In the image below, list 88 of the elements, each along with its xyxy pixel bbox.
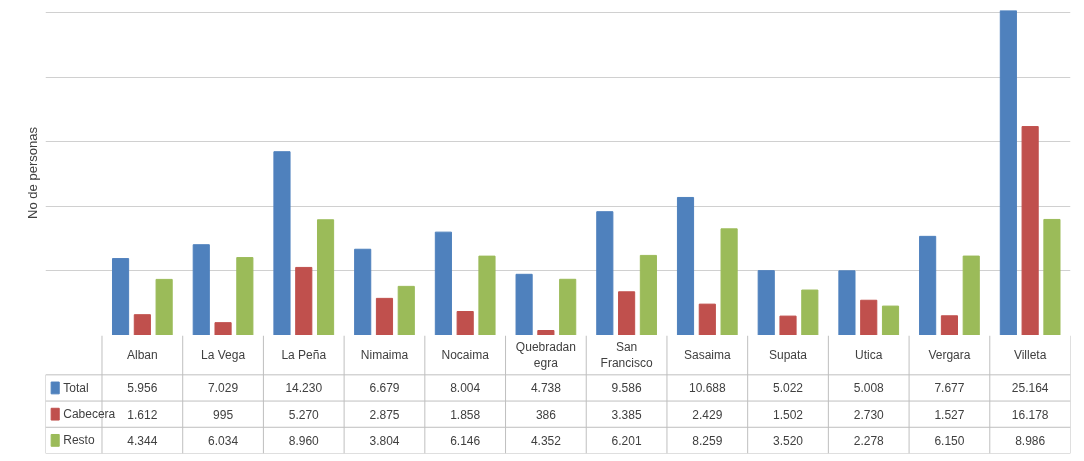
legend-label: Resto [63,433,95,448]
bar [962,255,980,335]
data-label: 9.586 [611,381,642,396]
bar [111,258,130,335]
bar [801,289,819,335]
bar [838,270,856,335]
data-label: 1.527 [934,407,965,422]
data-label: 7.029 [208,381,239,396]
data-label: 1.612 [127,407,158,422]
bar [316,219,335,335]
bar [375,297,394,335]
data-label: 5.022 [773,381,804,396]
bar [779,315,797,335]
bar [596,211,614,335]
bar [720,228,738,335]
data-label: 3.385 [611,407,642,422]
bar [860,299,878,335]
x-tick-label: Quebradanegra [515,340,576,370]
x-tick-label: Utica [855,348,883,363]
data-label: 8.004 [450,381,481,396]
data-label: 1.858 [450,407,481,422]
bar [456,311,474,335]
bar [1043,218,1061,335]
bar [155,278,173,335]
bar [559,278,577,335]
bar [1021,126,1039,335]
bar [999,10,1017,335]
x-tick-label: Villeta [1013,348,1047,363]
bar [354,248,372,335]
x-tick-label: La Peña [281,348,327,363]
data-label: 995 [213,407,234,422]
x-tick-label: Supata [769,348,808,363]
bar [940,315,959,335]
data-label: 10.688 [688,381,726,396]
data-label: 6.201 [611,433,642,448]
bar [881,305,900,335]
legend-label: Cabecera [63,407,116,422]
bar [295,266,313,335]
data-label: 6.034 [208,433,239,448]
bar [133,314,151,335]
data-label: 4.738 [530,381,562,396]
data-label: 6.146 [450,433,481,448]
x-tick-label: Nocaima [441,348,490,363]
x-tick-label: Sasaima [683,348,731,363]
data-label: 16.178 [1011,407,1049,422]
bar [434,231,452,335]
bar [618,291,636,335]
data-label: 5.008 [853,381,885,396]
data-label: 2.875 [369,407,400,422]
data-label: 6.150 [934,433,965,448]
data-label: 2.278 [853,433,885,448]
bar [757,270,775,335]
bar [273,151,291,335]
bar [397,285,415,335]
data-label: 2.429 [692,407,723,422]
data-label: 3.520 [773,433,804,448]
data-label: 8.960 [288,433,320,448]
data-label: 14.230 [285,381,323,396]
bar [192,244,210,335]
x-tick-label: Vergara [928,348,971,363]
x-tick-label: Alban [127,348,158,363]
bar [537,330,555,335]
data-label: 7.677 [934,381,965,396]
y-axis-title: No de personas [24,126,40,219]
bar [698,303,716,335]
data-label: 2.730 [853,407,885,422]
bar [214,322,232,335]
data-label: 4.344 [127,433,158,448]
data-label: 386 [535,407,557,422]
bar [639,254,657,335]
data-label: 8.259 [692,433,723,448]
x-tick-label: Nimaima [360,348,409,363]
data-label: 6.679 [369,381,400,396]
data-label: 5.956 [127,381,158,396]
data-label: 3.804 [369,433,400,448]
data-label: 5.270 [288,407,320,422]
data-label: 1.502 [773,407,804,422]
bar [919,235,937,335]
x-tick-label: La Vega [201,348,246,363]
data-label: 8.986 [1015,433,1046,448]
x-tick-label: San Francisco [600,340,653,370]
legend-label: Total [63,380,89,395]
bar [515,273,533,335]
bar [236,257,254,335]
bar [676,196,695,335]
data-label: 25.164 [1011,381,1049,396]
bar [478,255,496,335]
data-label: 4.352 [530,433,562,448]
